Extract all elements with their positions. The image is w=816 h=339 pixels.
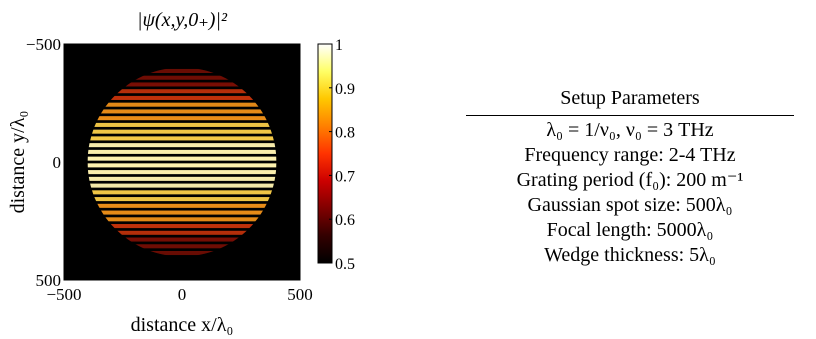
- colorbar-tick-label: 0.6: [335, 212, 355, 229]
- spot-edge-shading: [87, 67, 277, 257]
- x-tick-label: −500: [46, 285, 81, 304]
- param-row-grating-period: Grating period (f₀): 200 m⁻¹: [516, 169, 744, 191]
- colorbar-ticks: 1 0.9 0.8 0.7 0.6 0.5: [329, 37, 355, 273]
- param-row-frequency-range: Frequency range: 2-4 THz: [524, 144, 736, 166]
- colorbar-tick-label: 1: [335, 37, 343, 54]
- x-tick-label: 0: [178, 285, 187, 304]
- param-row-gaussian-spot-size: Gaussian spot size: 500λ₀: [527, 194, 733, 216]
- x-axis-label: distance x/λ₀: [131, 314, 234, 336]
- setup-parameters-title: Setup Parameters: [466, 86, 794, 116]
- colorbar: [317, 43, 333, 264]
- y-axis-ticks: −500 0 500: [26, 35, 69, 290]
- y-axis-label: distance y/λ₀: [7, 111, 29, 214]
- chart-title: |ψ(x,y,0₊)|²: [137, 9, 228, 31]
- param-row-wedge-thickness: Wedge thickness: 5λ₀: [544, 244, 716, 266]
- colorbar-tick-label: 0.5: [335, 256, 355, 273]
- x-axis-ticks: −500 0 500: [46, 275, 313, 304]
- heatmap-figure: |ψ(x,y,0₊)|² −500 0 500 −500 0 500 distance …: [7, 9, 355, 336]
- param-row-wavelength: λ₀ = 1/ν₀, ν₀ = 3 THz: [546, 119, 714, 141]
- param-row-focal-length: Focal length: 5000λ₀: [546, 219, 714, 241]
- colorbar-tick-label: 0.7: [335, 168, 355, 185]
- y-tick-label: −500: [26, 35, 61, 54]
- setup-parameters-table: Setup Parameters λ₀ = 1/ν₀, ν₀ = 3 THz F…: [460, 86, 800, 268]
- y-tick-label: 0: [53, 153, 62, 172]
- x-tick-label: 500: [287, 285, 313, 304]
- colorbar-tick-label: 0.8: [335, 125, 355, 142]
- y-tick-label: 500: [36, 271, 62, 290]
- colorbar-tick-label: 0.9: [335, 81, 355, 98]
